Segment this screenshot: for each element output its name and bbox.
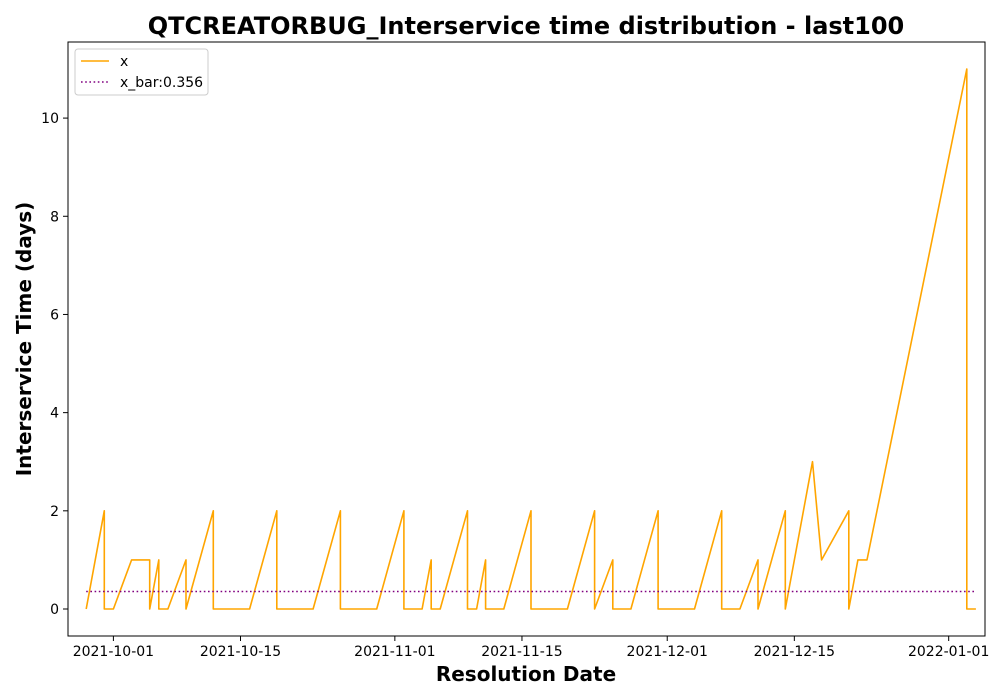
y-axis-label: Interservice Time (days)	[12, 202, 36, 477]
x-tick-label-0: 2021-10-01	[73, 644, 154, 660]
x-tick-label-4: 2021-12-01	[627, 644, 708, 660]
y-tick-label-4: 8	[50, 209, 59, 225]
y-tick-label-3: 6	[50, 307, 59, 323]
x-tick-label-1: 2021-10-15	[200, 644, 281, 660]
y-tick-label-1: 2	[50, 504, 59, 520]
y-tick-label-0: 0	[50, 602, 59, 618]
series-layer	[85, 68, 976, 610]
y-tick-label-5: 10	[41, 111, 59, 127]
x-tick-label-6: 2022-01-01	[908, 644, 989, 660]
legend: x x_bar:0.356	[74, 48, 209, 96]
x-tick-label-5: 2021-12-15	[754, 644, 835, 660]
x-axis-label: Resolution Date	[436, 662, 616, 686]
y-axis: 0 2 4 6 8 10	[41, 111, 68, 618]
x-tick-label-2: 2021-11-01	[354, 644, 435, 660]
y-tick-label-2: 4	[50, 406, 59, 422]
plot-area	[67, 41, 986, 637]
legend-label-x: x	[120, 54, 128, 70]
legend-label-x-bar: x_bar:0.356	[120, 75, 203, 91]
x-axis: 2021-10-01 2021-10-15 2021-11-01 2021-11-15…	[73, 636, 989, 660]
series-line-x	[85, 68, 976, 610]
chart-title: QTCREATORBUG_Interservice time distribut…	[148, 12, 905, 40]
x-tick-label-3: 2021-11-15	[481, 644, 562, 660]
